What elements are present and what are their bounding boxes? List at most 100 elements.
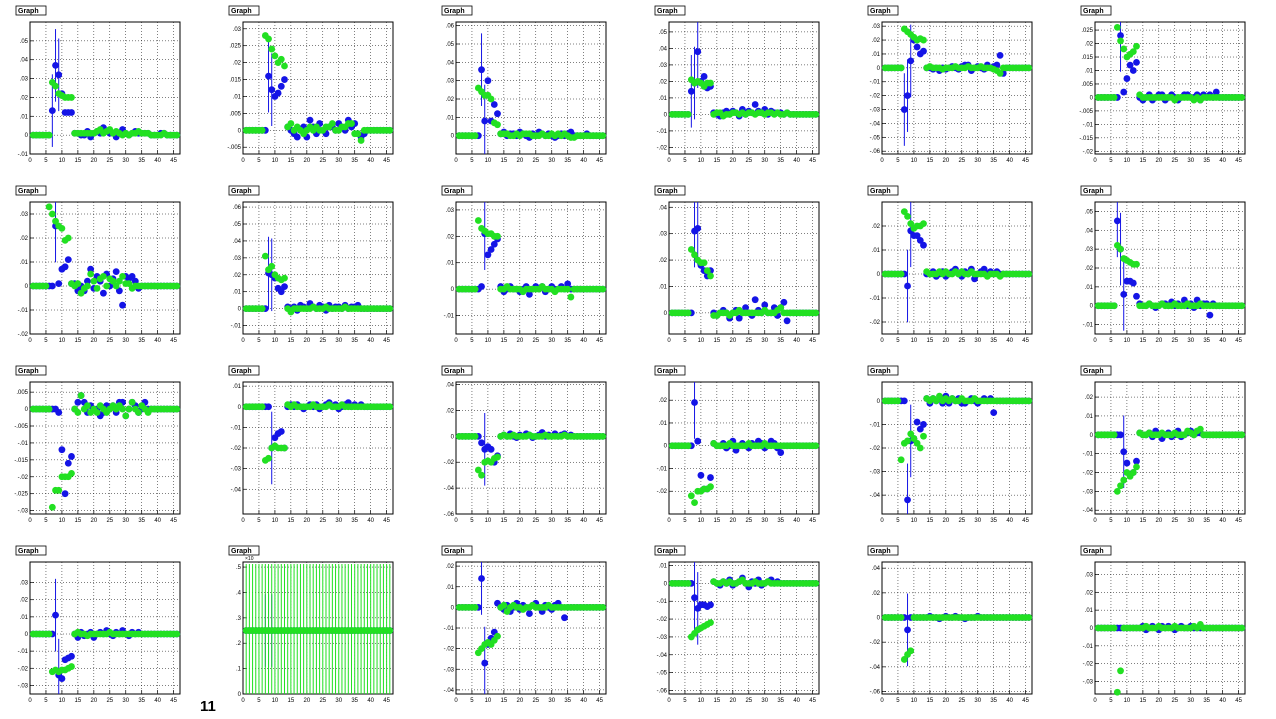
y-tick-label: .01 [233,384,242,390]
data-point [913,232,921,240]
data-series [668,440,820,507]
data-point [131,277,139,285]
graph-panel: 0 5 10 15 20 25 30 35 40 45 -.03 -.025 -.02 -.015 -.01… [14,365,181,524]
x-tick-label: 15 [288,518,295,524]
graph-panel: 0 5 10 15 20 25 30 35 40 45 -.04 -.03 -.02 -.01 0 .01 Gr… [228,365,394,524]
x-tick-label: 40 [367,338,374,344]
y-tick-label: -.01 [18,649,29,655]
graph-panel: 0 5 10 15 20 25 30 35 40 45 -.04 -.03 -.02 -.01 0 .01 .0… [441,545,607,704]
y-tick-label: .005 [16,390,28,396]
data-point [52,82,59,90]
x-tick-label: 20 [303,698,310,704]
x-tick-label: 15 [75,698,82,704]
y-tick-label: .01 [659,564,668,570]
x-tick-label: 10 [698,518,705,524]
x-tick-label: 10 [911,158,918,164]
x-tick-label: 0 [241,518,245,524]
x-tick-label: 35 [351,338,358,344]
y-tick-label: -.02 [870,446,881,452]
data-point [484,77,492,85]
x-tick-label: 0 [667,338,671,344]
x-tick-label: 25 [532,518,539,524]
x-tick-label: 15 [714,518,721,524]
graph-panel: 0 5 10 15 20 25 30 35 40 45 -.03 -.02 -.01 0 .01 .02 .03… [15,545,181,704]
y-tick-label: .04 [446,60,455,66]
y-tick-label: .01 [446,115,455,121]
graph-title-box [1080,185,1112,196]
x-tick-label: 35 [777,698,784,704]
y-tick-label: -.005 [1079,109,1093,115]
data-series [29,392,181,511]
data-point [135,409,142,416]
data-point [1113,487,1121,495]
y-tick-label: .1 [236,667,242,673]
x-tick-label: 25 [106,338,113,344]
y-tick-label: .03 [20,77,29,83]
y-tick-label: .03 [659,63,668,69]
data-point [45,405,53,413]
x-tick-label: 35 [990,338,997,344]
x-tick-label: 0 [28,698,32,704]
data-point [1196,425,1204,433]
y-tick-label: -.02 [870,320,881,326]
graph-panel: 0 5 10 15 20 25 30 35 40 45 -.06 -.05 -.04 -.03 -.02 -.… [867,5,1033,164]
data-point [306,116,314,124]
data-point [48,107,56,115]
data-point [567,293,575,301]
y-tick-label: .01 [233,290,242,296]
y-tick-label: .02 [20,236,29,242]
y-tick-label: .02 [1085,266,1094,272]
x-tick-label: 10 [911,698,918,704]
graph-title-box [654,545,686,556]
data-point [687,492,695,500]
x-tick-label: 5 [1109,158,1113,164]
data-point [1133,42,1140,50]
y-tick-label: -.01 [657,129,668,135]
x-tick-label: 40 [580,158,587,164]
data-point [64,234,72,242]
data-point [61,263,69,271]
data-point [1025,64,1033,72]
data-point [45,203,53,211]
y-tick-label: -.01 [444,626,455,632]
y-tick-label: -.01 [870,422,881,428]
data-point [68,652,75,660]
x-tick-label: 30 [1187,698,1194,704]
data-point [907,220,915,228]
y-tick-label: -.01 [18,152,29,158]
data-point [115,287,123,295]
data-point [55,280,63,287]
data-point [812,580,820,587]
x-tick-label: 0 [1093,518,1097,524]
x-tick-label: 10 [1124,338,1131,344]
y-tick-label: .02 [233,273,242,279]
data-point [812,111,820,118]
y-tick-label: .05 [20,39,29,45]
x-tick-label: 5 [1109,518,1113,524]
data-point [125,405,133,413]
graph-title: Graph [18,188,39,195]
y-tick-label: .01 [1085,285,1094,291]
graph-title-box [654,365,686,376]
data-point [100,273,107,280]
data-point [58,225,66,232]
x-tick-label: 0 [880,698,884,704]
y-tick-label: 0 [451,605,455,611]
graph-title-box [1080,365,1112,376]
data-point [707,474,714,481]
data-point [68,469,75,477]
x-tick-label: 45 [383,338,390,344]
data-point [900,106,908,113]
x-tick-label: 45 [170,158,177,164]
x-tick-label: 25 [319,518,326,524]
data-point [920,47,927,55]
data-point [45,131,53,139]
data-point [897,614,905,621]
data-point [68,94,75,101]
x-tick-label: 40 [793,158,800,164]
graph-panel: 0 5 10 15 20 25 30 35 40 45 -.01 0 .01 .02 .03 Graph [441,185,607,344]
data-point [68,663,75,670]
y-tick-label: -.01 [657,599,668,605]
y-tick-label: -.01 [870,80,881,86]
data-point [1129,469,1137,476]
